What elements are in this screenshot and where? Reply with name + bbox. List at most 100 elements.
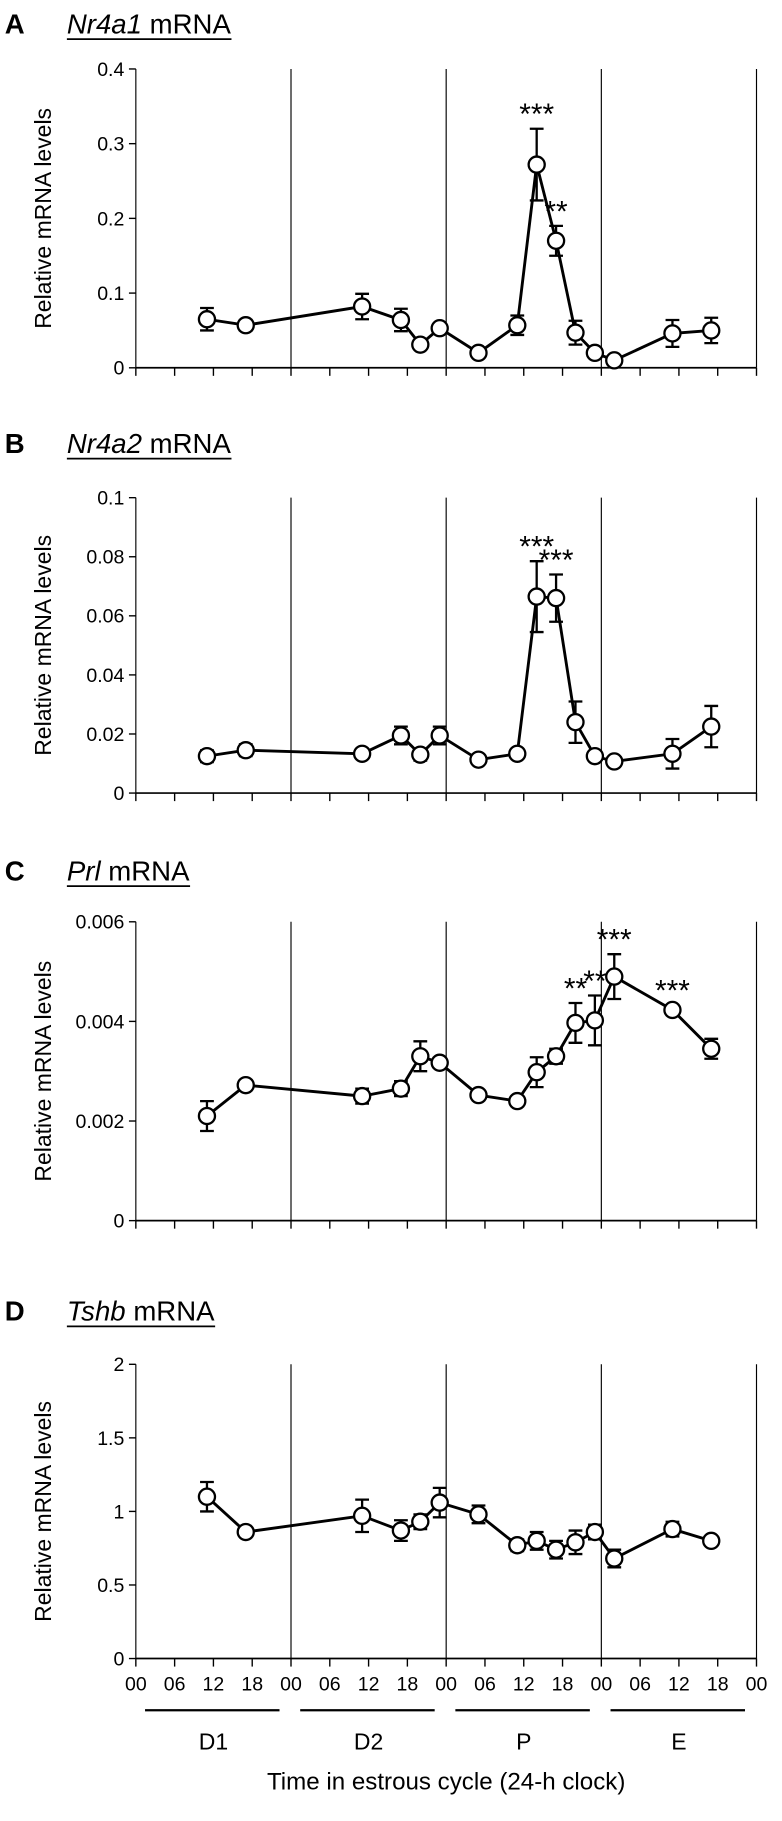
title-text: mRNA [150,8,232,39]
significance: ** [564,972,588,1005]
title-gene: Prl [67,855,102,886]
data-point [352,1086,372,1106]
data-point [527,1063,546,1082]
data-point [702,1531,721,1551]
y-tick-label: 0.006 [76,912,125,934]
data-point [546,231,566,250]
panel-letter: B [5,428,25,459]
y-tick-label: 0 [113,358,124,380]
data-point [411,745,430,764]
significance: *** [519,531,554,564]
data-line [206,164,712,362]
data-point [508,1536,527,1555]
data-point [663,744,682,763]
data-point [546,1540,566,1559]
data-point [430,726,449,745]
data-point [430,1493,449,1512]
data-point [702,321,721,340]
data-point [352,1506,372,1526]
data-point [197,310,217,329]
phase-label: D1 [199,1728,228,1754]
x-tick-label: 18 [707,1674,729,1696]
data-point [411,1047,430,1066]
data-point [236,741,255,760]
y-tick-label: 0.06 [86,606,124,628]
title-text: mRNA [133,1296,215,1327]
title-gene: Nr4a1 [67,8,142,39]
significance: *** [655,974,690,1007]
phase-label: P [516,1728,531,1754]
data-point [430,1053,449,1072]
x-tick-label: 18 [552,1674,574,1696]
data-point [605,967,624,986]
y-tick-label: 0.2 [97,208,124,230]
data-point [197,746,217,766]
data-point [508,744,527,763]
title-text: mRNA [108,855,190,886]
data-point [469,343,488,363]
data-point [197,1487,217,1506]
phase-label: E [671,1728,686,1754]
y-tick-label: 0.1 [97,283,124,305]
data-point [585,343,605,363]
data-point [527,587,546,606]
significance: *** [539,544,574,577]
data-point [663,324,682,343]
data-point [236,1522,255,1542]
panel-letter: C [5,855,25,886]
x-tick-label: 00 [435,1674,457,1696]
significance: *** [519,98,554,131]
panel-title: Nr4a2 mRNA [67,428,232,459]
data-point [585,1522,605,1542]
panel-title: Tshb mRNA [67,1296,215,1327]
data-point [469,750,488,769]
x-tick-label: 12 [513,1674,535,1696]
data-point [585,746,605,766]
data-point [585,1011,605,1030]
panel-title: Prl mRNA [67,855,190,886]
data-point [352,297,372,316]
x-tick-label: 00 [280,1674,302,1696]
data-line [205,1495,712,1561]
x-tick-label: 00 [125,1674,147,1696]
y-tick-label: 0 [113,783,124,805]
title-text: mRNA [150,428,232,459]
panel-letter: A [5,8,25,39]
x-tick-label: 12 [358,1674,380,1696]
y-tick-label: 0.004 [76,1011,125,1033]
x-tick-label: 18 [397,1674,419,1696]
y-axis-label: Relative mRNA levels [30,535,56,756]
y-tick-label: 0 [113,1648,124,1670]
data-point [546,1047,566,1066]
data-point [566,323,585,342]
x-axis-label: Time in estrous cycle (24-h clock) [267,1769,625,1796]
data-point [469,1505,488,1524]
data-point [546,588,566,608]
x-tick-label: 12 [668,1674,690,1696]
x-tick-label: 06 [474,1674,496,1696]
x-tick-label: 00 [746,1674,768,1696]
data-point [702,1039,721,1058]
data-point [527,1531,546,1551]
data-line [206,595,713,763]
panel-title: Nr4a1 mRNA [67,8,232,39]
y-tick-label: 0.1 [97,488,124,510]
data-line [206,974,713,1118]
y-tick-label: 2 [113,1354,124,1376]
x-tick-label: 06 [319,1674,341,1696]
significance: ** [583,965,607,998]
panel-letter: D [5,1296,25,1327]
y-tick-label: 0 [113,1211,124,1233]
data-point [566,712,585,732]
significance: *** [597,924,632,957]
y-tick-label: 0.002 [76,1111,125,1133]
data-point [566,1013,585,1033]
phase-label: D2 [354,1728,383,1754]
y-tick-label: 0.08 [86,547,124,569]
x-tick-label: 18 [241,1674,263,1696]
y-tick-label: 0.04 [86,665,124,687]
data-point [391,310,411,330]
x-tick-label: 00 [590,1674,612,1696]
data-point [702,717,721,736]
